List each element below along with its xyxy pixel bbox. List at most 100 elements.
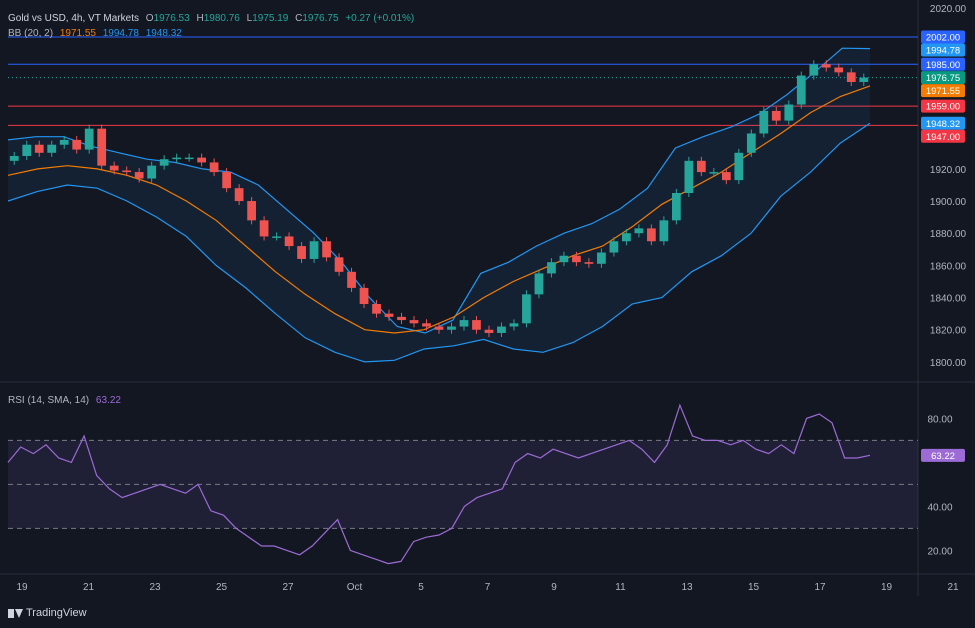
time-tick-label: 19 (881, 582, 893, 593)
candle-body (234, 188, 244, 202)
candle-body (372, 304, 381, 314)
rsi-label[interactable]: RSI (14, SMA, 14) (8, 395, 90, 406)
candle-body (359, 287, 369, 304)
candle-body (846, 72, 856, 82)
high-value: 1980.76 (203, 13, 240, 24)
candle-body (759, 110, 769, 134)
rsi-legend: RSI (14, SMA, 14) 63.22 (8, 395, 125, 406)
price-tick-label: 1840.00 (930, 294, 967, 305)
candle-body (771, 110, 781, 121)
candle-body (309, 241, 319, 259)
change-value: +0.27 (+0.01%) (345, 13, 415, 24)
price-tag-bg (921, 129, 965, 143)
bollinger-bands (7, 47, 871, 363)
candle-body (284, 236, 294, 247)
candle-body (709, 172, 719, 174)
candle-body (109, 165, 119, 171)
time-tick-label: 11 (615, 582, 626, 593)
candle-body (659, 220, 669, 242)
candle-body (247, 201, 256, 221)
candle-body (859, 77, 869, 82)
candle-body (834, 67, 844, 73)
candle-body (97, 128, 107, 166)
time-tick-label: 23 (149, 582, 161, 593)
candle-body (584, 262, 594, 264)
candle-body (671, 193, 681, 221)
candle-body (34, 144, 44, 153)
time-tick-label: Oct (347, 582, 363, 593)
price-tick-label: 1900.00 (930, 197, 967, 208)
bb-legend: BB (20, 2) 1971.55 1994.78 1948.32 (8, 28, 186, 39)
price-tag-label: 1948.32 (926, 119, 960, 130)
rsi-tick-label: 80.00 (927, 414, 952, 425)
low-value: 1975.19 (252, 13, 289, 24)
candle-body (784, 104, 794, 121)
bb-lower-value: 1948.32 (145, 28, 182, 39)
tradingview-logo[interactable]: TradingView (8, 607, 87, 619)
candle-body (597, 252, 606, 264)
price-tag-bg (921, 116, 965, 130)
candle-body (147, 165, 157, 179)
candle-body (297, 246, 306, 259)
candle-body (422, 323, 431, 327)
open-label: O (145, 13, 154, 24)
price-tag-label: 1947.00 (926, 132, 960, 143)
candle-body (696, 160, 706, 173)
price-tick-label: 1860.00 (930, 261, 967, 272)
candle-body (22, 144, 32, 156)
candle-body (334, 257, 344, 272)
candle-body (472, 320, 481, 330)
time-tick-label: 15 (748, 582, 760, 593)
time-tick-label: 17 (814, 582, 826, 593)
candle-body (509, 323, 519, 327)
candle-body (609, 241, 619, 253)
price-tick-label: 1880.00 (930, 229, 967, 240)
candle-body (684, 160, 694, 193)
grid-lines (0, 0, 975, 596)
bb-basis-value: 1971.55 (59, 28, 96, 39)
candle-body (72, 139, 82, 150)
candle-body (622, 233, 631, 242)
candle-body (721, 172, 731, 181)
candle-body (347, 271, 356, 288)
candle-body (497, 326, 506, 333)
candle-body (447, 326, 456, 330)
horizontal-levels (8, 36, 918, 126)
symbol-title[interactable]: Gold vs USD, 4h, VT Markets (8, 13, 139, 24)
price-tag-label: 1976.75 (926, 73, 960, 84)
rsi-value: 63.22 (95, 395, 121, 406)
time-tick-label: 21 (83, 582, 95, 593)
rsi-tick-label: 20.00 (927, 546, 952, 557)
bb-upper-value: 1994.78 (102, 28, 139, 39)
candle-body (209, 162, 219, 173)
candle-body (197, 157, 207, 163)
tradingview-icon (8, 608, 23, 618)
candle-body (809, 64, 819, 76)
close-value: 1976.75 (302, 13, 339, 24)
candle-body (484, 329, 494, 333)
candle-body (47, 144, 57, 153)
rsi-tag-bg (921, 448, 965, 462)
price-tag-bg (921, 57, 965, 71)
time-tick-label: 19 (16, 582, 28, 593)
candle-body (634, 228, 644, 234)
candle-body (259, 220, 269, 237)
price-tag-label: 1994.78 (926, 45, 960, 56)
candle-body (522, 294, 531, 324)
candle-body (172, 157, 182, 160)
time-tick-label: 9 (551, 582, 557, 593)
bb-fill (8, 48, 870, 362)
candle-body (534, 273, 544, 295)
price-tag-bg (921, 84, 965, 98)
time-tick-label: 5 (418, 582, 424, 593)
price-tag-bg (921, 30, 965, 44)
time-tick-label: 25 (216, 582, 228, 593)
open-value: 1976.53 (153, 13, 190, 24)
price-tag-label: 1971.55 (926, 86, 960, 97)
price-tag-bg (921, 43, 965, 57)
time-tick-label: 13 (681, 582, 693, 593)
bb-label[interactable]: BB (20, 2) (8, 28, 54, 39)
candle-body (559, 255, 569, 263)
price-tick-label: 1920.00 (930, 165, 967, 176)
